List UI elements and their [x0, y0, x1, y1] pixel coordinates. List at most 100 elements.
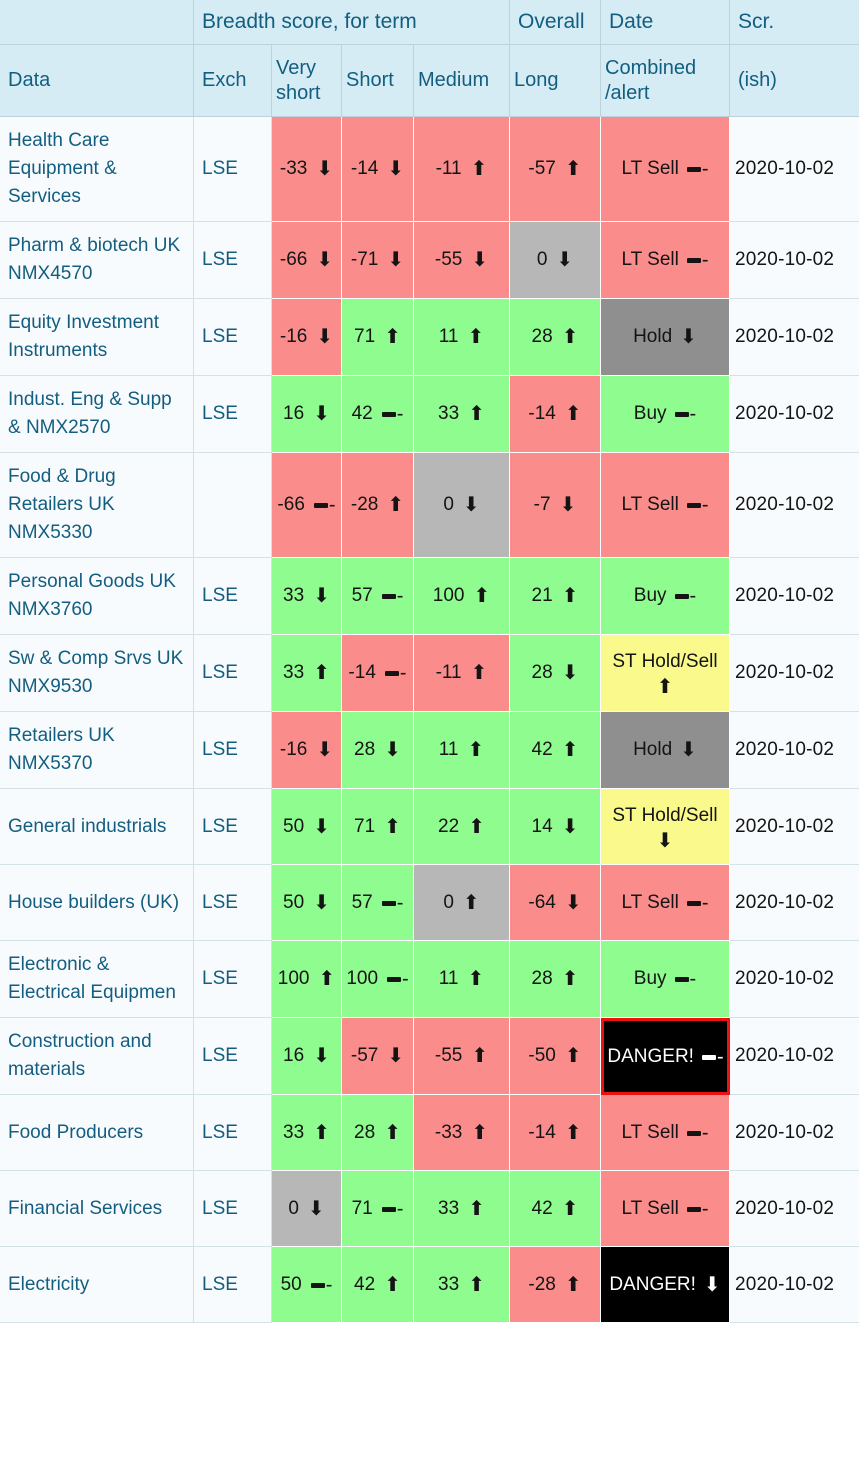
date-value: 2020-10-02: [730, 635, 859, 712]
exchange: LSE: [194, 941, 272, 1018]
score-cell-very-short: 16 ⬇: [272, 376, 342, 453]
score-value: 28: [531, 662, 553, 683]
column-header-long: Long: [510, 45, 601, 117]
score-cell-medium: 33 ⬆: [414, 1247, 510, 1323]
score-value: 11: [438, 326, 459, 347]
trend-icon: -: [686, 250, 709, 270]
trend-icon: ⬆: [561, 326, 579, 348]
header-group-empty: [0, 0, 194, 45]
column-header-very-short: Very short: [272, 45, 342, 117]
score-value: -50: [528, 1045, 556, 1066]
score-value: -57: [528, 158, 556, 179]
score-value: -55: [434, 249, 463, 270]
exchange: LSE: [194, 1171, 272, 1247]
table-row: Retailers UK NMX5370 LSE -16 ⬇ 28 ⬇ 11 ⬆ 42…: [0, 712, 859, 789]
combined-alert-cell: Buy -: [601, 376, 730, 453]
score-value: 33: [438, 403, 460, 424]
score-cell-medium: 11 ⬆: [414, 941, 510, 1018]
trend-icon: ⬇: [471, 249, 489, 271]
score-cell-very-short: 0 ⬇: [272, 1171, 342, 1247]
trend-icon: -: [313, 495, 336, 515]
trend-icon: -: [674, 586, 696, 606]
table-row: Financial Services LSE 0 ⬇ 71- 33 ⬆ 42 ⬆ LT…: [0, 1171, 859, 1247]
trend-icon: ⬆: [467, 326, 485, 348]
trend-icon: ⬆: [470, 158, 488, 180]
trend-icon: ⬆: [471, 1121, 489, 1144]
score-value: 71: [351, 1197, 373, 1219]
combined-alert-cell: LT Sell -: [601, 117, 730, 222]
combined-alert-cell: DANGER! -: [601, 1018, 730, 1095]
exchange: LSE: [194, 299, 272, 376]
score-cell-very-short: 33 ⬆: [272, 1095, 342, 1171]
date-value: 2020-10-02: [730, 789, 859, 865]
sector-name: Construction and materials: [0, 1018, 194, 1095]
trend-icon: ⬆: [467, 739, 485, 761]
combined-signal-label: ST Hold/Sell: [612, 651, 718, 672]
score-cell-very-short: -16 ⬇: [272, 299, 342, 376]
trend-icon: ⬇: [559, 494, 577, 516]
score-value: 100: [277, 968, 310, 989]
combined-alert-cell: ST Hold/Sell ⬆: [601, 635, 730, 712]
table-row: Construction and materials LSE 16 ⬇ -57 ⬇ …: [0, 1018, 859, 1095]
score-cell-very-short: 16 ⬇: [272, 1018, 342, 1095]
table-row: House builders (UK) LSE 50 ⬇ 57- 0 ⬆ -64 ⬇ …: [0, 865, 859, 941]
score-cell-medium: 33 ⬆: [414, 376, 510, 453]
table-row: Pharm & biotech UK NMX4570 LSE -66 ⬇ -71 ⬇…: [0, 222, 859, 299]
score-value: 71: [354, 815, 376, 837]
score-value: -16: [279, 326, 308, 347]
score-cell-long: -57 ⬆: [510, 117, 601, 222]
sector-name: Food & Drug Retailers UK NMX5330: [0, 453, 194, 558]
score-cell-long: 42 ⬆: [510, 712, 601, 789]
exchange: LSE: [194, 117, 272, 222]
exchange: LSE: [194, 789, 272, 865]
trend-icon: ⬇: [656, 829, 674, 852]
score-value: 33: [438, 1197, 460, 1219]
score-cell-very-short: 33 ⬇: [272, 558, 342, 635]
trend-icon: ⬆: [473, 585, 491, 607]
score-value: 50: [283, 891, 305, 913]
column-header-short: Short: [342, 45, 414, 117]
trend-icon: ⬆: [561, 968, 579, 990]
trend-icon: ⬆: [384, 1273, 401, 1296]
trend-icon: ⬆: [468, 815, 485, 838]
score-cell-medium: -55 ⬆: [414, 1018, 510, 1095]
trend-icon: ⬇: [680, 739, 697, 761]
trend-icon: ⬇: [387, 1045, 405, 1067]
score-cell-short: -71 ⬇: [342, 222, 414, 299]
date-value: 2020-10-02: [730, 453, 859, 558]
combined-alert-cell: Hold ⬇: [601, 712, 730, 789]
trend-icon: ⬇: [307, 1197, 325, 1220]
trend-icon: ⬇: [313, 403, 330, 425]
column-header-exch: Exch: [194, 45, 272, 117]
sector-name: Pharm & biotech UK NMX4570: [0, 222, 194, 299]
sector-name: Personal Goods UK NMX3760: [0, 558, 194, 635]
trend-icon: ⬇: [384, 739, 401, 761]
table-body: Health Care Equipment & Services LSE -33…: [0, 117, 859, 1323]
score-value: -14: [348, 662, 376, 683]
score-value: 57: [351, 585, 373, 606]
score-cell-medium: 100 ⬆: [414, 558, 510, 635]
score-value: 0: [536, 249, 548, 270]
date-value: 2020-10-02: [730, 712, 859, 789]
score-value: 21: [531, 585, 553, 606]
score-value: -33: [279, 158, 308, 179]
score-value: 22: [438, 815, 460, 837]
score-value: -71: [350, 249, 379, 270]
score-cell-short: 28 ⬆: [342, 1095, 414, 1171]
score-value: 11: [438, 968, 459, 989]
score-value: 100: [346, 968, 379, 989]
score-value: -64: [528, 891, 556, 913]
trend-icon: ⬆: [561, 739, 579, 761]
combined-alert-cell: LT Sell -: [601, 222, 730, 299]
score-cell-long: 0 ⬇: [510, 222, 601, 299]
trend-icon: ⬆: [656, 676, 674, 698]
trend-icon: ⬆: [470, 662, 488, 684]
combined-signal-label: LT Sell: [621, 1197, 679, 1219]
trend-icon: ⬇: [387, 249, 405, 271]
score-value: -14: [528, 1121, 556, 1143]
score-value: -66: [279, 249, 308, 270]
trend-icon: -: [701, 1047, 724, 1067]
trend-icon: -: [686, 1199, 709, 1219]
trend-icon: ⬆: [471, 1045, 489, 1067]
score-cell-short: -14-: [342, 635, 414, 712]
